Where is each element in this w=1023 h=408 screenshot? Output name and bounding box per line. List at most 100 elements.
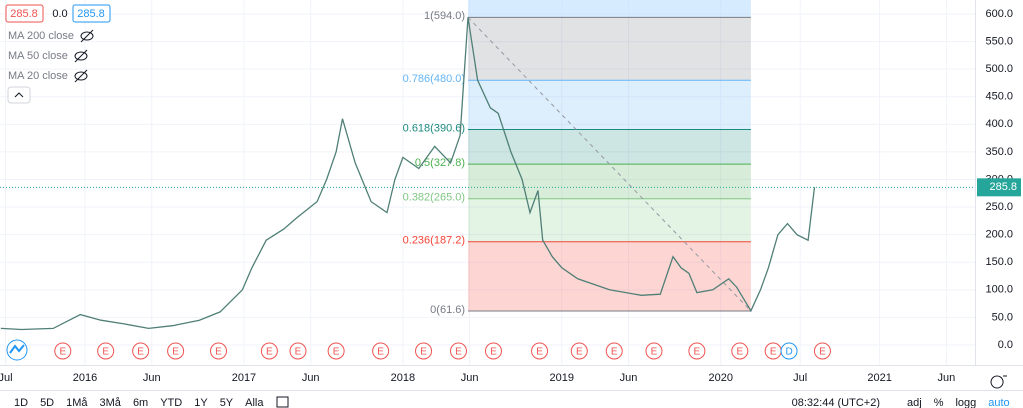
event-marker[interactable] <box>645 342 663 360</box>
event-marker[interactable] <box>688 342 706 360</box>
event-label: E <box>137 347 144 358</box>
event-marker[interactable] <box>132 342 150 360</box>
fib-zone <box>468 198 751 242</box>
event-label: E <box>651 347 658 358</box>
indicator[interactable]: MA 200 close <box>8 30 74 42</box>
fib-level-label: 0.618(390.6) <box>403 122 465 134</box>
event-label: E <box>455 347 462 358</box>
toolbar-border <box>0 390 1023 391</box>
price-change: 0.0 <box>52 8 67 20</box>
event-marker[interactable] <box>731 342 749 360</box>
event-marker[interactable] <box>54 342 72 360</box>
fib-level-label: 0.5(327.8) <box>415 157 465 169</box>
x-tick-label: Jun <box>143 372 161 384</box>
event-label: E <box>333 347 340 358</box>
collapse-button[interactable] <box>7 86 31 104</box>
event-label: E <box>266 347 273 358</box>
event-label: E <box>102 347 109 358</box>
fib-zone <box>468 17 751 81</box>
x-tick-label: Jun <box>938 372 956 384</box>
x-tick-label: Jul <box>793 372 807 384</box>
event-marker[interactable] <box>415 342 433 360</box>
event-label: E <box>611 347 618 358</box>
event-label: E <box>819 347 826 358</box>
y-tick-label: 200.0 <box>985 229 1013 241</box>
price-box <box>72 4 111 23</box>
range-button[interactable]: 5Y <box>220 397 234 408</box>
axis-border <box>975 0 976 365</box>
event-marker[interactable] <box>605 342 623 360</box>
x-tick-label: Jun <box>620 372 638 384</box>
event-label: E <box>490 347 497 358</box>
event-marker[interactable] <box>813 342 831 360</box>
last-price-badge <box>977 178 1021 197</box>
x-tick-label: Jun <box>302 372 320 384</box>
range-button[interactable]: 5D <box>40 397 54 408</box>
logo-icon <box>9 344 25 354</box>
calendar-icon[interactable] <box>276 396 289 408</box>
price-line <box>0 17 816 331</box>
y-tick-label: 450.0 <box>985 91 1013 103</box>
settings-icon[interactable] <box>990 375 1007 389</box>
range-button[interactable]: 6m <box>133 397 148 408</box>
event-marker[interactable] <box>289 342 307 360</box>
y-tick-label: 350.0 <box>985 146 1013 158</box>
range-button[interactable]: 3Må <box>100 397 122 408</box>
event-label: E <box>736 347 743 358</box>
event-label: E <box>377 347 384 358</box>
y-tick-label: 550.0 <box>985 35 1013 47</box>
option-button[interactable]: adj <box>907 397 922 408</box>
range-button[interactable]: 1Y <box>194 397 208 408</box>
event-marker[interactable] <box>327 342 345 360</box>
y-tick-label: 250.0 <box>985 201 1013 213</box>
last-price-label: 285.8 <box>989 181 1017 193</box>
y-tick-label: 500.0 <box>985 63 1013 75</box>
range-button[interactable]: Alla <box>245 397 264 408</box>
event-marker[interactable] <box>260 342 278 360</box>
option-button[interactable]: auto <box>988 397 1009 408</box>
y-tick-label: 600.0 <box>985 8 1013 20</box>
event-label: E <box>576 347 583 358</box>
range-button[interactable]: YTD <box>160 397 182 408</box>
x-tick-label: 2020 <box>708 372 732 384</box>
y-tick-label: 50.0 <box>992 311 1013 323</box>
x-tick-label: 2018 <box>391 372 415 384</box>
fib-zone <box>468 164 751 199</box>
event-marker[interactable] <box>531 342 549 360</box>
event-marker[interactable] <box>484 342 502 360</box>
x-tick-label: 2021 <box>867 372 891 384</box>
range-button[interactable]: 1Må <box>66 397 88 408</box>
fib-level-label: 0(61.6) <box>430 304 465 316</box>
event-label: D <box>785 347 792 358</box>
event-label: E <box>59 347 66 358</box>
axis-border <box>0 365 1023 366</box>
event-marker[interactable] <box>97 342 115 360</box>
event-marker[interactable] <box>210 342 228 360</box>
fib-zone <box>468 80 751 130</box>
event-marker[interactable] <box>167 342 185 360</box>
event-marker[interactable] <box>372 342 390 360</box>
event-marker[interactable] <box>449 342 467 360</box>
price-close: 285.8 <box>77 8 105 20</box>
option-button[interactable]: logg <box>955 397 976 408</box>
indicator[interactable]: MA 50 close <box>8 50 68 62</box>
event-marker[interactable] <box>780 342 798 360</box>
option-button[interactable]: % <box>934 397 944 408</box>
event-label: E <box>295 347 302 358</box>
indicator[interactable]: MA 20 close <box>8 70 68 82</box>
hide-icons[interactable] <box>74 29 94 83</box>
fib-zone <box>468 129 751 165</box>
y-tick-label: 0.0 <box>998 339 1013 351</box>
x-tick-label: 2016 <box>73 372 97 384</box>
fib-level-label: 1(594.0) <box>424 10 465 22</box>
x-tick-label: Jun <box>461 372 479 384</box>
event-marker[interactable] <box>570 342 588 360</box>
event-label: E <box>420 347 427 358</box>
x-tick-label: 2017 <box>232 372 256 384</box>
fib-trend-line <box>467 16 752 312</box>
fib-extension-zone <box>468 0 751 18</box>
event-label: E <box>536 347 543 358</box>
range-button[interactable]: 1D <box>14 397 28 408</box>
